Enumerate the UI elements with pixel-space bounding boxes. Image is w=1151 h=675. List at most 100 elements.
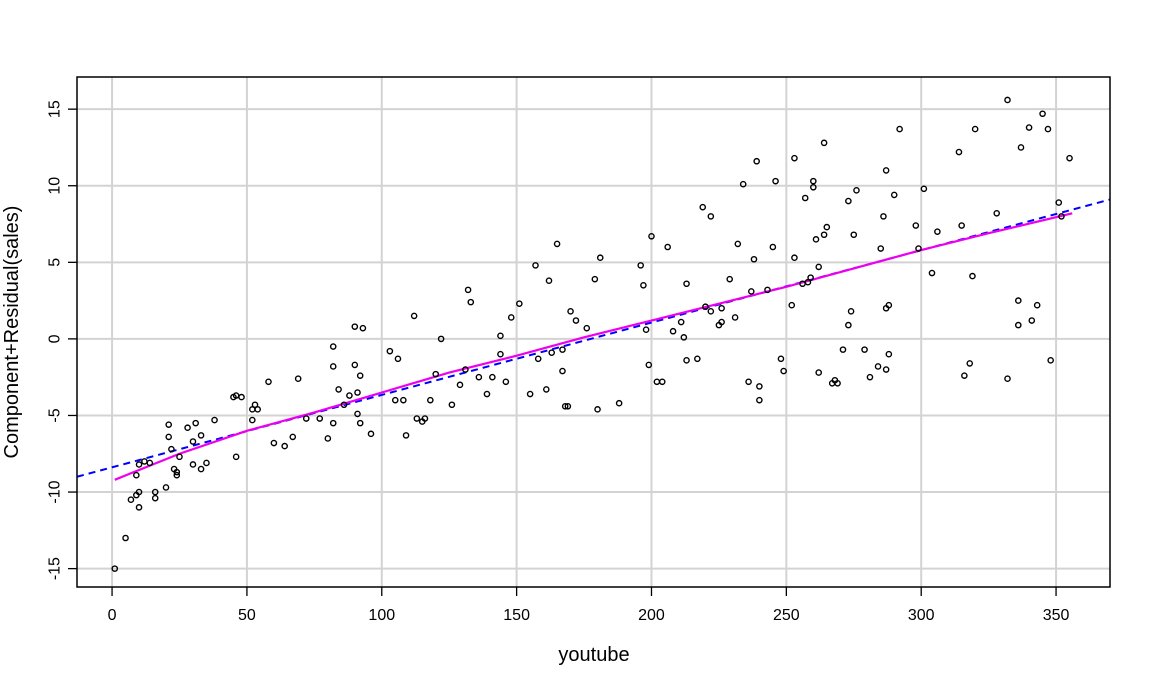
- data-point: [545, 277, 553, 284]
- x-axis-label: youtube: [558, 644, 629, 666]
- data-point: [694, 355, 701, 363]
- data-point: [146, 459, 154, 467]
- data-point: [810, 177, 817, 185]
- data-point: [467, 298, 475, 306]
- data-point: [281, 442, 288, 450]
- data-point: [400, 396, 407, 404]
- data-point: [912, 222, 920, 229]
- data-point: [850, 231, 858, 239]
- data-point: [1004, 375, 1011, 383]
- data-point: [127, 496, 135, 504]
- data-point: [151, 488, 159, 496]
- data-point: [669, 327, 677, 335]
- data-point: [135, 504, 143, 511]
- data-point: [329, 363, 337, 370]
- smooth-fit-layer: [114, 212, 1073, 481]
- data-point: [915, 245, 922, 252]
- data-point: [359, 324, 367, 332]
- data-point: [807, 274, 814, 281]
- data-point: [640, 281, 647, 289]
- data-point: [162, 484, 170, 491]
- data-point: [861, 346, 868, 353]
- data-point: [507, 314, 515, 321]
- x-tick-label: 200: [638, 607, 665, 624]
- data-point: [516, 300, 523, 307]
- data-point: [966, 360, 974, 367]
- data-point: [747, 288, 755, 295]
- data-point: [1066, 154, 1073, 162]
- data-point: [791, 254, 798, 262]
- data-point: [483, 390, 491, 398]
- data-point: [456, 381, 464, 389]
- data-point: [885, 350, 893, 358]
- data-point: [351, 361, 359, 369]
- x-tick-label: 350: [1043, 607, 1070, 624]
- data-point: [834, 380, 841, 387]
- data-point: [591, 275, 599, 283]
- data-point: [615, 399, 623, 407]
- x-tick-label: 250: [773, 607, 800, 624]
- data-point: [877, 245, 885, 252]
- data-point: [683, 357, 690, 364]
- data-point: [394, 355, 402, 363]
- data-point: [151, 494, 159, 502]
- data-point: [251, 401, 259, 409]
- data-point: [1055, 199, 1063, 206]
- data-point: [769, 243, 777, 251]
- data-point: [664, 243, 671, 251]
- data-point: [329, 419, 337, 427]
- data-point: [874, 363, 882, 370]
- data-point: [791, 154, 798, 162]
- data-point: [801, 194, 809, 202]
- data-point: [739, 180, 747, 188]
- data-point: [745, 378, 752, 386]
- data-point: [955, 148, 963, 156]
- data-point: [847, 308, 855, 315]
- data-point: [839, 346, 847, 353]
- y-tick-label: 0: [47, 334, 64, 343]
- data-point: [726, 275, 734, 283]
- data-point: [249, 416, 256, 424]
- data-point: [812, 236, 820, 243]
- y-tick-label: 15: [47, 100, 64, 118]
- data-point: [211, 416, 218, 424]
- data-point: [141, 458, 148, 465]
- data-point: [340, 401, 348, 409]
- data-point: [1058, 213, 1065, 220]
- data-point: [168, 445, 175, 453]
- data-point: [596, 254, 604, 262]
- data-point: [718, 318, 725, 326]
- data-point: [189, 461, 197, 468]
- data-point: [165, 433, 173, 441]
- data-point: [432, 370, 440, 378]
- data-point: [351, 323, 359, 330]
- data-point: [413, 415, 421, 422]
- data-point: [653, 378, 661, 386]
- data-point: [920, 185, 928, 193]
- data-point: [993, 210, 1001, 217]
- data-point: [777, 355, 785, 363]
- data-point: [815, 369, 823, 376]
- data-point: [756, 396, 763, 404]
- data-point: [553, 240, 561, 248]
- x-tick-label: 300: [908, 607, 935, 624]
- data-point: [462, 366, 469, 373]
- data-point: [197, 465, 205, 473]
- data-point: [753, 157, 760, 165]
- data-point: [238, 393, 245, 401]
- data-point: [958, 222, 965, 229]
- data-point: [969, 272, 976, 280]
- data-point: [1017, 144, 1025, 151]
- data-point: [135, 488, 143, 496]
- data-point: [788, 301, 796, 309]
- data-point: [559, 346, 566, 353]
- data-point: [845, 197, 852, 205]
- data-point: [882, 167, 890, 174]
- data-point: [335, 386, 342, 393]
- data-point: [302, 415, 310, 422]
- data-point: [820, 231, 828, 239]
- data-point: [316, 415, 324, 422]
- data-point: [173, 471, 181, 479]
- data-point: [294, 375, 302, 383]
